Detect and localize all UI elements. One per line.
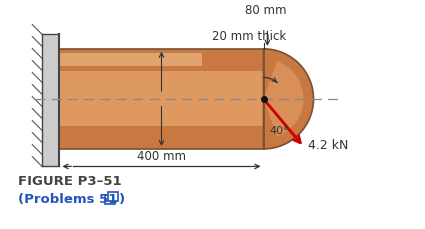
Text: 20 mm thick: 20 mm thick [212, 30, 286, 43]
Text: (Problems 51: (Problems 51 [18, 193, 122, 206]
Bar [42, 34, 60, 166]
Bar [60, 49, 264, 149]
Bar [108, 192, 118, 201]
Wedge shape [264, 61, 303, 136]
Bar [60, 49, 264, 149]
Bar [60, 71, 264, 126]
Text: 4.2 kN: 4.2 kN [308, 139, 348, 152]
Text: ): ) [119, 193, 125, 206]
Text: 80 mm: 80 mm [245, 4, 286, 17]
Text: FIGURE P3–51: FIGURE P3–51 [18, 175, 122, 188]
Wedge shape [264, 49, 314, 149]
Text: 40°: 40° [269, 126, 289, 136]
Bar [105, 195, 115, 204]
Text: 400 mm: 400 mm [137, 150, 186, 164]
Bar [60, 53, 202, 66]
